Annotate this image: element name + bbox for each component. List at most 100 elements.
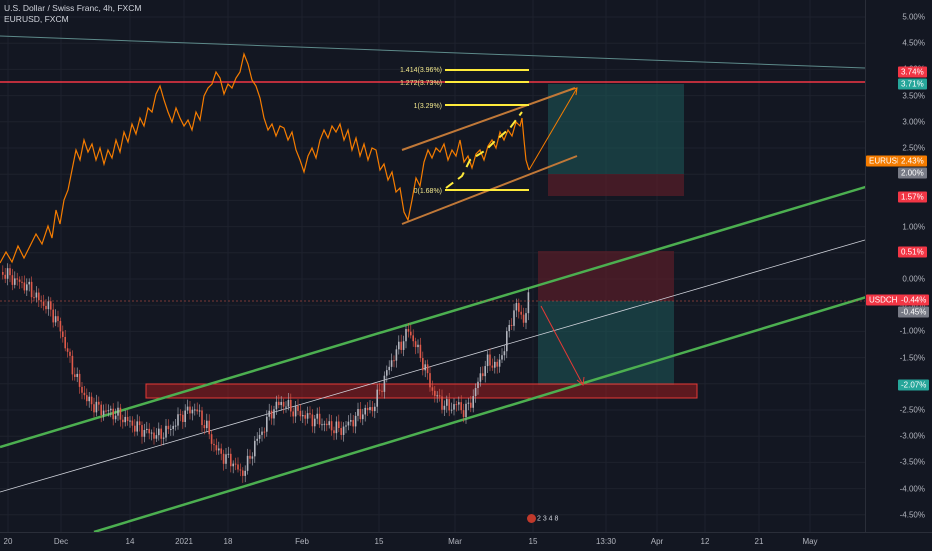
time-tick: Feb: [295, 537, 309, 546]
candle-body: [297, 405, 299, 411]
candle-body: [438, 395, 441, 397]
chart-canvas[interactable]: 1.414(3.96%) 1.272(3.73%) 1(3.29%) 0(1.6…: [0, 0, 865, 532]
candle-body: [333, 430, 335, 434]
candle-body: [83, 392, 86, 396]
candle-body: [304, 415, 306, 419]
candle-body: [230, 453, 232, 467]
candle-body: [155, 435, 158, 439]
candle-body: [498, 359, 501, 367]
candle-body: [184, 410, 186, 422]
chart-header: U.S. Dollar / Swiss Franc, 4h, FXCM EURU…: [4, 3, 141, 25]
candle-body: [59, 321, 62, 332]
usdchf-projection-arrow[interactable]: [540, 305, 584, 386]
candle-body: [412, 335, 414, 342]
candle-body: [338, 421, 340, 429]
candle-body: [242, 470, 244, 476]
candle-body: [122, 419, 124, 423]
usdchf-target-zone[interactable]: [538, 301, 674, 385]
candle-body: [225, 454, 227, 464]
candle-body: [278, 401, 280, 406]
candle-body: [222, 453, 225, 464]
candle-body: [254, 440, 256, 457]
candle-body: [477, 381, 479, 389]
candle-body: [306, 413, 309, 419]
candle-body: [249, 455, 251, 459]
candle-body: [486, 354, 489, 367]
zigzag-projection[interactable]: [445, 111, 523, 189]
candle-body: [126, 416, 129, 422]
candle-body: [287, 399, 290, 407]
candle-body: [95, 401, 98, 413]
candle-body: [112, 408, 114, 420]
candle-body: [114, 415, 117, 420]
chart-drawing[interactable]: 1.414(3.96%) 1.272(3.73%) 1(3.29%) 0(1.6…: [0, 0, 865, 532]
candle-body: [76, 373, 78, 377]
candle-body: [64, 336, 66, 349]
candle-body: [239, 469, 242, 471]
candle-body: [28, 281, 30, 285]
candle-body: [203, 425, 206, 429]
candle-body: [426, 364, 429, 374]
candle-body: [357, 409, 359, 416]
symbol-title[interactable]: U.S. Dollar / Swiss Franc, 4h, FXCM: [4, 3, 142, 13]
candle-body: [218, 448, 220, 451]
candle-body: [86, 395, 88, 402]
green-channel-lower[interactable]: [93, 277, 865, 532]
price-tick: -1.00%: [899, 326, 925, 336]
candle-body: [467, 402, 470, 404]
candle-body: [347, 421, 350, 426]
candle-body: [455, 404, 458, 406]
price-tick: -3.00%: [899, 431, 925, 441]
candle-body: [227, 453, 230, 455]
candle-body: [508, 324, 510, 332]
usdchf-stop-zone[interactable]: [538, 251, 674, 301]
eurusd-projection-arrow[interactable]: [528, 87, 578, 171]
tag-m045: -0.45%: [898, 306, 930, 318]
teal-trendline[interactable]: [0, 35, 865, 69]
candle-body: [489, 354, 491, 366]
candle-body: [71, 355, 74, 375]
candle-body: [398, 341, 400, 350]
candle-body: [90, 396, 93, 405]
candle-body: [93, 404, 95, 413]
eurusd-target-zone[interactable]: [548, 84, 684, 174]
fib-label-1: 1(3.29%): [414, 103, 442, 110]
candle-body: [146, 428, 148, 430]
candle-body: [410, 331, 412, 336]
time-tick: 21: [754, 537, 764, 546]
candle-body: [431, 387, 434, 391]
candle-body: [374, 406, 376, 412]
candle-body: [208, 420, 210, 435]
tag-eurusd-label: EURUSD: [866, 155, 906, 167]
candle-body: [393, 360, 395, 362]
candle-body: [472, 396, 474, 408]
candle-body: [340, 428, 342, 435]
eurusd-line: [0, 51, 530, 264]
logo-badge-icon: [527, 514, 536, 523]
time-tick: 12: [700, 537, 710, 546]
candle-body: [131, 420, 134, 426]
green-channel-upper[interactable]: [0, 167, 865, 449]
compare-symbol[interactable]: EURUSD, FXCM: [4, 14, 69, 24]
candle-body: [309, 413, 311, 415]
eurusd-channel-upper[interactable]: [401, 87, 576, 151]
candle-body: [388, 366, 390, 371]
candle-body: [9, 268, 11, 276]
candle-body: [165, 425, 167, 438]
candle-body: [280, 401, 282, 406]
candle-body: [78, 373, 81, 387]
candle-body: [503, 351, 506, 356]
mid-channel-line[interactable]: [0, 239, 865, 493]
candle-body: [117, 407, 119, 416]
candle-body: [26, 284, 28, 291]
tag-m207: -2.07%: [898, 379, 930, 391]
candle-body: [350, 420, 352, 422]
candle-body: [479, 373, 482, 382]
candle-body: [162, 437, 165, 439]
author-watermark: 2 3 4 8: [527, 514, 558, 523]
candle-body: [191, 409, 194, 414]
support-zone[interactable]: [145, 383, 698, 399]
candle-body: [518, 303, 520, 312]
eurusd-stop-zone[interactable]: [548, 174, 684, 196]
time-axis[interactable]: 20 Dec 14 2021 18 Feb 15 Mar 15 13:30 Apr 12 21 May: [0, 532, 932, 551]
